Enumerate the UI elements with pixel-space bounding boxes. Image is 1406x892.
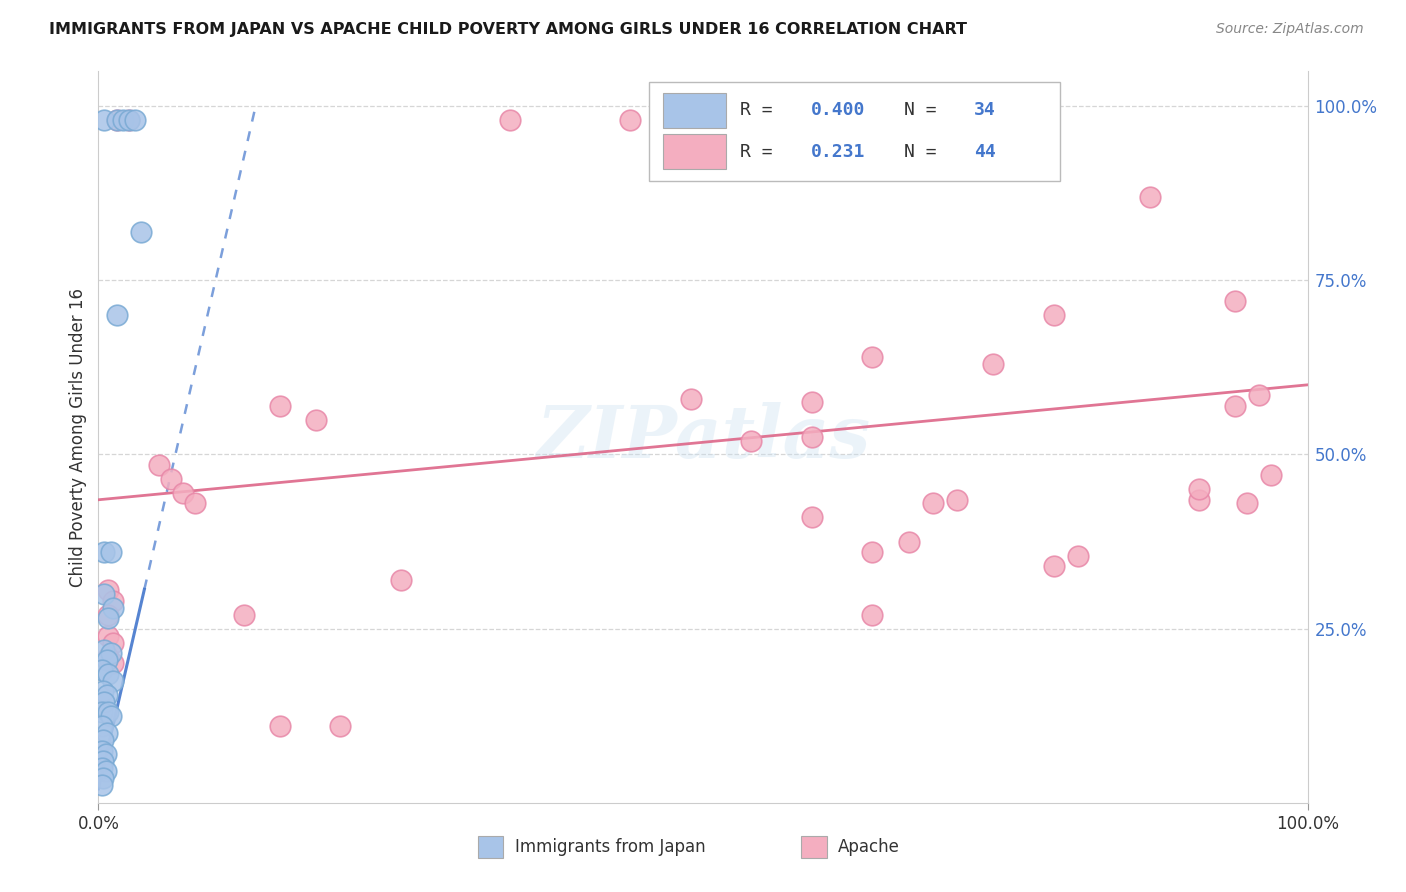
- Point: [96, 688, 118, 702]
- FancyBboxPatch shape: [664, 135, 725, 169]
- Point: [800, 510, 823, 524]
- Y-axis label: Child Poverty Among Girls Under 16: Child Poverty Among Girls Under 16: [69, 287, 87, 587]
- Text: Apache: Apache: [838, 838, 900, 856]
- Point: [94, 764, 117, 779]
- Point: [1249, 388, 1271, 402]
- Point: [101, 657, 124, 671]
- Point: [93, 587, 115, 601]
- Point: [101, 594, 124, 608]
- Point: [305, 412, 328, 426]
- Point: [100, 545, 122, 559]
- Point: [96, 726, 118, 740]
- Point: [91, 733, 114, 747]
- Point: [97, 667, 120, 681]
- Point: [921, 496, 943, 510]
- FancyBboxPatch shape: [478, 836, 503, 858]
- Point: [93, 113, 115, 128]
- Point: [124, 113, 146, 128]
- Point: [93, 642, 115, 657]
- Point: [105, 308, 128, 322]
- Point: [100, 646, 122, 660]
- Point: [100, 708, 122, 723]
- Point: [118, 113, 141, 128]
- Point: [97, 629, 120, 643]
- Point: [1223, 294, 1246, 309]
- Point: [105, 113, 128, 128]
- Text: 0.400: 0.400: [811, 101, 865, 120]
- Point: [91, 719, 114, 733]
- Text: Source: ZipAtlas.com: Source: ZipAtlas.com: [1216, 22, 1364, 37]
- Point: [94, 747, 117, 761]
- Point: [981, 357, 1004, 371]
- Point: [105, 113, 128, 128]
- Text: N =: N =: [904, 143, 948, 161]
- Point: [148, 458, 170, 472]
- Point: [269, 399, 291, 413]
- Point: [101, 635, 124, 649]
- Point: [800, 430, 823, 444]
- Text: 34: 34: [974, 101, 995, 120]
- FancyBboxPatch shape: [664, 93, 725, 128]
- Point: [129, 225, 152, 239]
- Point: [269, 719, 291, 733]
- Point: [96, 653, 118, 667]
- FancyBboxPatch shape: [801, 836, 827, 858]
- Point: [1236, 496, 1258, 510]
- Point: [860, 607, 883, 622]
- Point: [1188, 492, 1211, 507]
- Point: [1188, 483, 1211, 497]
- Text: R =: R =: [741, 101, 785, 120]
- Point: [172, 485, 194, 500]
- FancyBboxPatch shape: [648, 82, 1060, 181]
- Text: ZIPatlas: ZIPatlas: [536, 401, 870, 473]
- Point: [118, 113, 141, 128]
- Point: [232, 607, 254, 622]
- Point: [97, 583, 120, 598]
- Point: [91, 772, 114, 786]
- Point: [860, 545, 883, 559]
- Text: N =: N =: [904, 101, 948, 120]
- Point: [91, 743, 114, 757]
- Point: [498, 113, 520, 128]
- Point: [91, 754, 114, 768]
- Text: 44: 44: [974, 143, 995, 161]
- Point: [91, 778, 114, 792]
- Point: [1260, 468, 1282, 483]
- Point: [860, 350, 883, 364]
- Point: [1042, 308, 1064, 322]
- Point: [329, 719, 352, 733]
- Point: [97, 705, 120, 719]
- Point: [800, 395, 823, 409]
- Point: [1067, 549, 1090, 563]
- Point: [160, 472, 183, 486]
- Point: [93, 695, 115, 709]
- Text: 0.231: 0.231: [811, 143, 865, 161]
- Text: Immigrants from Japan: Immigrants from Japan: [515, 838, 706, 856]
- Point: [101, 600, 124, 615]
- Point: [97, 649, 120, 664]
- Point: [91, 664, 114, 678]
- Point: [97, 607, 120, 622]
- Point: [91, 761, 114, 775]
- Point: [91, 705, 114, 719]
- Point: [946, 492, 969, 507]
- Point: [619, 113, 641, 128]
- Text: R =: R =: [741, 143, 794, 161]
- Point: [897, 534, 920, 549]
- Point: [184, 496, 207, 510]
- Point: [740, 434, 762, 448]
- Point: [679, 392, 702, 406]
- Point: [1139, 190, 1161, 204]
- Point: [1223, 399, 1246, 413]
- Point: [97, 611, 120, 625]
- Point: [389, 573, 412, 587]
- Point: [111, 113, 134, 128]
- Point: [101, 673, 124, 688]
- Point: [91, 684, 114, 698]
- Text: IMMIGRANTS FROM JAPAN VS APACHE CHILD POVERTY AMONG GIRLS UNDER 16 CORRELATION C: IMMIGRANTS FROM JAPAN VS APACHE CHILD PO…: [49, 22, 967, 37]
- Point: [1042, 558, 1064, 573]
- Point: [93, 545, 115, 559]
